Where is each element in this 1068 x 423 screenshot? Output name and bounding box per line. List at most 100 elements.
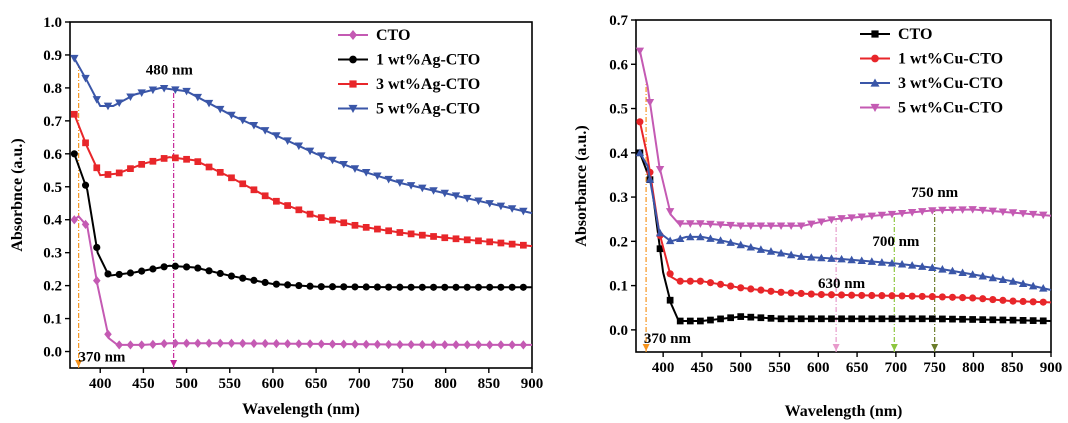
data-point bbox=[827, 291, 836, 299]
data-point bbox=[463, 236, 471, 244]
data-point bbox=[418, 231, 426, 239]
data-point bbox=[655, 228, 665, 237]
data-point bbox=[519, 340, 528, 350]
data-point bbox=[497, 239, 505, 247]
data-point bbox=[160, 263, 168, 271]
data-point bbox=[350, 165, 360, 173]
legend-marker bbox=[349, 55, 357, 64]
data-point bbox=[171, 86, 180, 94]
data-point bbox=[868, 291, 876, 300]
data-point bbox=[717, 315, 724, 323]
x-axis-label: Wavelength (nm) bbox=[242, 401, 360, 418]
data-point bbox=[837, 215, 846, 223]
data-point bbox=[508, 283, 516, 291]
data-point bbox=[374, 225, 381, 233]
data-point bbox=[697, 317, 704, 325]
data-point bbox=[70, 215, 79, 225]
data-point bbox=[295, 339, 303, 349]
data-point bbox=[148, 86, 158, 95]
data-point bbox=[1009, 316, 1017, 324]
data-point bbox=[868, 315, 876, 323]
data-point bbox=[294, 142, 304, 151]
series-1-wt-cu-cto bbox=[636, 118, 1052, 306]
data-point bbox=[204, 99, 214, 108]
data-point bbox=[82, 139, 89, 147]
data-point bbox=[272, 280, 280, 288]
data-point bbox=[520, 241, 527, 249]
data-point bbox=[519, 283, 527, 291]
data-point bbox=[149, 339, 157, 349]
data-point bbox=[999, 316, 1007, 324]
data-point bbox=[918, 262, 927, 270]
data-point bbox=[958, 206, 967, 214]
legend-label: 5 wt%Ag-CTO bbox=[376, 101, 480, 118]
x-tick-label: 650 bbox=[846, 360, 869, 376]
data-point bbox=[656, 245, 664, 253]
data-point bbox=[867, 212, 877, 221]
annotation-label: 630 nm bbox=[818, 276, 866, 292]
data-point bbox=[216, 269, 224, 278]
data-point bbox=[351, 339, 359, 349]
legend-label: 3 wt%Ag-CTO bbox=[376, 76, 480, 93]
legend-marker bbox=[871, 54, 879, 63]
data-point bbox=[938, 265, 947, 273]
data-point bbox=[194, 338, 202, 348]
data-point bbox=[317, 214, 325, 221]
data-point bbox=[451, 192, 461, 200]
series-5-wt-ag-cto bbox=[70, 54, 533, 216]
data-point bbox=[508, 240, 516, 248]
data-point bbox=[396, 283, 404, 291]
data-point bbox=[968, 206, 977, 214]
legend-label: 1 wt%Ag-CTO bbox=[376, 52, 480, 69]
data-point bbox=[746, 242, 756, 251]
annotation-arrow bbox=[642, 344, 650, 351]
data-point bbox=[160, 338, 168, 349]
data-point bbox=[1029, 317, 1037, 324]
data-point bbox=[441, 340, 449, 350]
data-point bbox=[847, 255, 856, 264]
data-point bbox=[1028, 210, 1038, 219]
data-point bbox=[716, 221, 725, 229]
data-point bbox=[305, 147, 315, 156]
x-tick-label: 450 bbox=[691, 360, 714, 376]
data-point bbox=[918, 315, 926, 323]
data-point bbox=[103, 102, 113, 111]
x-tick-label: 800 bbox=[962, 360, 985, 376]
data-point bbox=[938, 293, 946, 301]
data-point bbox=[737, 284, 745, 292]
data-point bbox=[666, 296, 674, 304]
data-point bbox=[384, 339, 393, 350]
x-tick-label: 850 bbox=[478, 376, 501, 392]
legend-label: 5 wt%Cu-CTO bbox=[898, 100, 1003, 117]
data-point bbox=[127, 165, 134, 172]
data-point bbox=[817, 290, 825, 299]
data-point bbox=[351, 283, 359, 291]
data-point bbox=[485, 200, 494, 208]
data-point bbox=[239, 274, 247, 282]
data-point bbox=[727, 282, 735, 290]
annotation-label: 700 nm bbox=[872, 234, 920, 250]
data-point bbox=[807, 220, 816, 229]
data-point bbox=[93, 164, 101, 172]
data-point bbox=[686, 220, 695, 228]
data-point bbox=[126, 340, 135, 350]
data-point bbox=[696, 220, 705, 228]
data-point bbox=[216, 168, 224, 176]
data-point bbox=[766, 247, 776, 255]
y-tick-label: 0.4 bbox=[43, 213, 62, 229]
y-tick-label: 0.1 bbox=[609, 279, 628, 295]
legend-label: CTO bbox=[898, 26, 932, 43]
data-point bbox=[227, 111, 236, 120]
data-point bbox=[115, 99, 124, 107]
data-point bbox=[746, 222, 756, 231]
data-point bbox=[877, 258, 887, 266]
data-point bbox=[373, 172, 382, 181]
y-axis-label: Absorbnce (a.u.) bbox=[9, 138, 26, 251]
data-point bbox=[507, 205, 517, 213]
data-point bbox=[959, 315, 966, 323]
data-point bbox=[227, 272, 236, 280]
data-point bbox=[339, 339, 348, 349]
data-point bbox=[137, 89, 146, 97]
data-point bbox=[238, 338, 247, 349]
data-point bbox=[407, 283, 415, 291]
